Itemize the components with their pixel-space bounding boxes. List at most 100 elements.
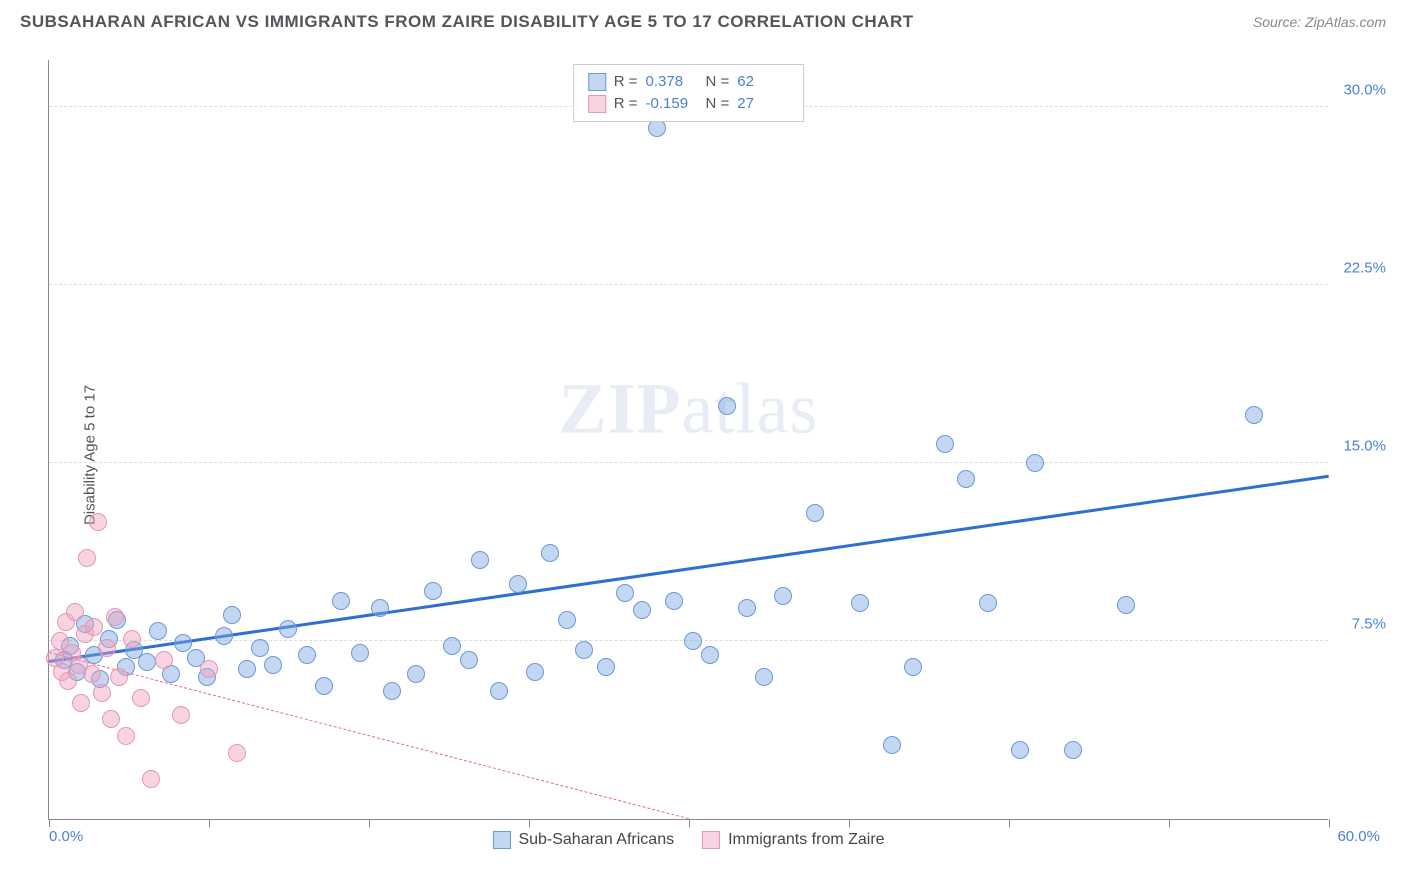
data-point-subsaharan xyxy=(332,592,350,610)
watermark-zip: ZIP xyxy=(559,369,682,449)
n-value-zaire: 27 xyxy=(737,93,789,115)
y-tick-label: 22.5% xyxy=(1343,259,1386,276)
legend-item-subsaharan: Sub-Saharan Africans xyxy=(492,831,674,849)
series-label-subsaharan: Sub-Saharan Africans xyxy=(518,831,674,849)
data-point-subsaharan xyxy=(558,611,576,629)
data-point-zaire xyxy=(117,727,135,745)
data-point-zaire xyxy=(123,630,141,648)
data-point-subsaharan xyxy=(738,599,756,617)
data-point-subsaharan xyxy=(351,644,369,662)
data-point-subsaharan xyxy=(701,646,719,664)
y-tick-label: 30.0% xyxy=(1343,81,1386,98)
r-value-zaire: -0.159 xyxy=(646,93,698,115)
data-point-zaire xyxy=(89,513,107,531)
legend-item-zaire: Immigrants from Zaire xyxy=(702,831,884,849)
n-label: N = xyxy=(706,93,730,115)
gridline-h xyxy=(49,284,1328,285)
data-point-zaire xyxy=(102,710,120,728)
data-point-subsaharan xyxy=(936,435,954,453)
data-point-subsaharan xyxy=(471,551,489,569)
r-label: R = xyxy=(614,93,638,115)
data-point-subsaharan xyxy=(1245,406,1263,424)
x-tick xyxy=(849,819,850,827)
data-point-subsaharan xyxy=(979,594,997,612)
x-axis-max-label: 60.0% xyxy=(1337,828,1380,845)
series-label-zaire: Immigrants from Zaire xyxy=(728,831,884,849)
x-tick xyxy=(369,819,370,827)
data-point-subsaharan xyxy=(371,599,389,617)
data-point-subsaharan xyxy=(633,601,651,619)
data-point-subsaharan xyxy=(883,736,901,754)
data-point-subsaharan xyxy=(904,658,922,676)
correlation-legend: R = 0.378 N = 62 R = -0.159 N = 27 xyxy=(573,64,805,122)
x-tick xyxy=(529,819,530,827)
gridline-h xyxy=(49,462,1328,463)
data-point-subsaharan xyxy=(298,646,316,664)
source-prefix: Source: xyxy=(1253,14,1305,30)
watermark: ZIPatlas xyxy=(559,368,819,451)
data-point-subsaharan xyxy=(251,639,269,657)
data-point-subsaharan xyxy=(575,641,593,659)
data-point-zaire xyxy=(83,665,101,683)
legend-row-zaire: R = -0.159 N = 27 xyxy=(588,93,790,115)
data-point-subsaharan xyxy=(1011,741,1029,759)
data-point-zaire xyxy=(85,618,103,636)
x-tick xyxy=(1329,819,1330,827)
x-axis-min-label: 0.0% xyxy=(49,828,83,845)
data-point-zaire xyxy=(142,770,160,788)
series-legend: Sub-Saharan Africans Immigrants from Zai… xyxy=(492,831,884,849)
n-label: N = xyxy=(706,71,730,93)
data-point-zaire xyxy=(228,744,246,762)
data-point-zaire xyxy=(132,689,150,707)
y-tick-label: 15.0% xyxy=(1343,437,1386,454)
data-point-subsaharan xyxy=(665,592,683,610)
data-point-subsaharan xyxy=(443,637,461,655)
data-point-subsaharan xyxy=(424,582,442,600)
x-tick xyxy=(209,819,210,827)
data-point-subsaharan xyxy=(1026,454,1044,472)
data-point-subsaharan xyxy=(851,594,869,612)
scatter-plot: ZIPatlas R = 0.378 N = 62 R = -0.159 N =… xyxy=(48,60,1328,820)
data-point-subsaharan xyxy=(541,544,559,562)
data-point-zaire xyxy=(72,694,90,712)
data-point-subsaharan xyxy=(526,663,544,681)
source-name: ZipAtlas.com xyxy=(1305,14,1386,30)
data-point-subsaharan xyxy=(755,668,773,686)
data-point-subsaharan xyxy=(215,627,233,645)
source-attribution: Source: ZipAtlas.com xyxy=(1253,14,1386,30)
data-point-subsaharan xyxy=(138,653,156,671)
data-point-subsaharan xyxy=(279,620,297,638)
x-tick xyxy=(1009,819,1010,827)
data-point-zaire xyxy=(110,668,128,686)
swatch-zaire-bottom xyxy=(702,831,720,849)
data-point-subsaharan xyxy=(460,651,478,669)
data-point-zaire xyxy=(200,660,218,678)
data-point-zaire xyxy=(155,651,173,669)
data-point-zaire xyxy=(106,608,124,626)
data-point-subsaharan xyxy=(1117,596,1135,614)
data-point-zaire xyxy=(172,706,190,724)
swatch-zaire xyxy=(588,95,606,113)
data-point-subsaharan xyxy=(806,504,824,522)
r-label: R = xyxy=(614,71,638,93)
x-tick xyxy=(49,819,50,827)
data-point-subsaharan xyxy=(223,606,241,624)
data-point-subsaharan xyxy=(490,682,508,700)
x-tick xyxy=(1169,819,1170,827)
data-point-subsaharan xyxy=(238,660,256,678)
r-value-subsaharan: 0.378 xyxy=(646,71,698,93)
data-point-subsaharan xyxy=(407,665,425,683)
data-point-subsaharan xyxy=(383,682,401,700)
data-point-subsaharan xyxy=(509,575,527,593)
data-point-subsaharan xyxy=(957,470,975,488)
swatch-subsaharan-bottom xyxy=(492,831,510,849)
trend-line-zaire xyxy=(49,652,689,819)
swatch-subsaharan xyxy=(588,73,606,91)
chart-area: Disability Age 5 to 17 ZIPatlas R = 0.37… xyxy=(48,60,1388,850)
data-point-subsaharan xyxy=(315,677,333,695)
n-value-subsaharan: 62 xyxy=(737,71,789,93)
x-tick xyxy=(689,819,690,827)
data-point-subsaharan xyxy=(616,584,634,602)
data-point-zaire xyxy=(98,639,116,657)
legend-row-subsaharan: R = 0.378 N = 62 xyxy=(588,71,790,93)
